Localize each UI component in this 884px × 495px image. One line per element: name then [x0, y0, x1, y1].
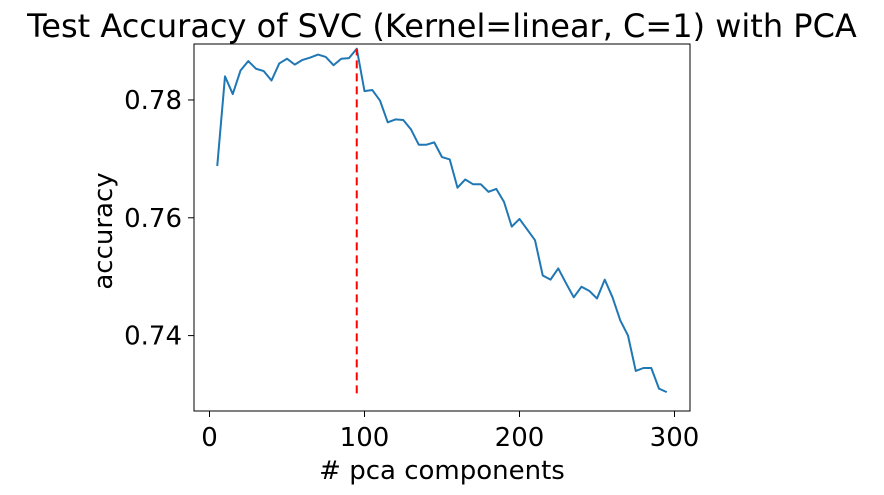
- axes: 0 100 200 300 0.74 0.76 0.78: [124, 43, 700, 453]
- plot-frame: [193, 43, 691, 412]
- x-tick-label: 0: [201, 423, 218, 453]
- x-axis-label: # pca components: [319, 456, 565, 486]
- chart-title: Test Accuracy of SVC (Kernel=linear, C=1…: [26, 7, 857, 45]
- x-tick-label: 300: [650, 423, 700, 453]
- plot-area: [216, 47, 668, 394]
- x-tick-label: 100: [340, 423, 390, 453]
- y-tick-label: 0.76: [124, 204, 182, 234]
- x-tick-label: 200: [495, 423, 545, 453]
- y-axis-label: accuracy: [89, 172, 119, 289]
- series-line-0: [216, 47, 668, 394]
- y-tick-label: 0.74: [124, 322, 182, 352]
- y-tick-label: 0.78: [124, 86, 182, 116]
